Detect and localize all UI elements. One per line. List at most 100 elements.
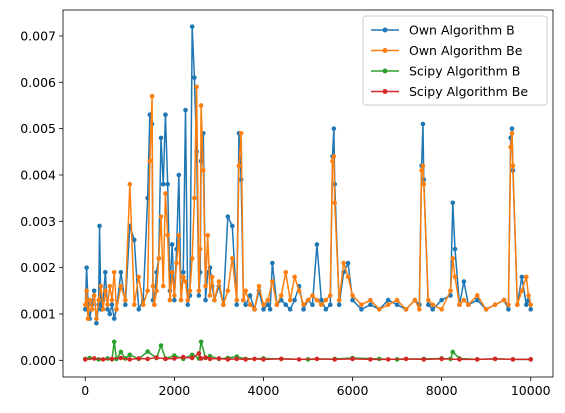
data-point <box>261 357 266 362</box>
legend-item: Scipy Algorithm B <box>371 64 520 79</box>
y-tick-label: 0.004 <box>20 167 56 182</box>
data-point <box>359 307 364 312</box>
x-tick-label: 6000 <box>337 383 369 398</box>
data-point <box>205 232 211 238</box>
data-point <box>448 288 453 294</box>
data-point <box>336 297 342 303</box>
data-point <box>420 163 426 168</box>
data-point <box>91 293 97 298</box>
data-point <box>278 356 284 362</box>
legend-marker <box>382 68 388 74</box>
data-point <box>105 307 110 312</box>
data-point <box>158 214 164 219</box>
data-point <box>123 297 128 303</box>
data-point <box>430 302 436 308</box>
data-point <box>196 288 202 294</box>
data-point <box>452 274 458 280</box>
data-point <box>323 307 329 312</box>
data-point <box>403 356 409 362</box>
x-tick-label: 2000 <box>158 383 190 398</box>
x-tick-label: 0 <box>81 383 89 398</box>
data-point <box>154 288 159 294</box>
data-point <box>91 356 97 361</box>
data-point <box>154 355 159 360</box>
data-point <box>241 297 246 303</box>
data-point <box>261 302 266 308</box>
data-point <box>509 130 515 136</box>
data-point <box>111 316 117 321</box>
data-point <box>247 293 253 298</box>
data-point <box>180 354 186 360</box>
data-point <box>492 302 498 308</box>
data-point <box>196 293 202 298</box>
data-point <box>292 297 297 303</box>
data-point <box>212 297 217 303</box>
data-point <box>216 279 222 284</box>
data-point <box>457 357 462 362</box>
data-point <box>528 357 534 362</box>
data-point <box>412 297 418 303</box>
data-point <box>165 181 170 187</box>
data-point <box>457 302 462 308</box>
y-tick-label: 0.006 <box>20 75 56 90</box>
data-point <box>331 154 337 159</box>
x-tick-label: 10000 <box>511 383 551 398</box>
data-point <box>123 302 128 308</box>
data-point <box>439 297 444 303</box>
data-point <box>301 307 306 312</box>
data-point <box>296 357 302 362</box>
data-point <box>247 302 253 308</box>
data-point <box>163 356 168 362</box>
data-point <box>305 297 311 303</box>
data-point <box>176 172 182 178</box>
data-point <box>198 103 204 108</box>
data-point <box>180 269 186 275</box>
data-point <box>341 260 346 266</box>
data-point <box>203 297 208 303</box>
data-point <box>169 242 175 247</box>
data-point <box>225 288 231 294</box>
data-point <box>178 297 184 303</box>
data-point <box>225 357 231 362</box>
data-point <box>350 297 355 303</box>
data-point <box>89 307 95 312</box>
data-point <box>229 223 235 229</box>
data-point <box>519 288 525 294</box>
data-point <box>221 302 226 308</box>
series-1 <box>82 84 534 321</box>
data-point <box>350 293 355 298</box>
data-point <box>314 242 320 247</box>
data-point <box>270 260 275 266</box>
data-point <box>189 355 195 361</box>
data-point <box>314 297 320 303</box>
data-point <box>419 168 424 173</box>
data-point <box>252 307 257 312</box>
data-point <box>327 302 333 308</box>
data-point <box>156 256 162 261</box>
data-point <box>183 279 188 284</box>
data-point <box>172 356 177 361</box>
data-point <box>192 75 197 80</box>
data-point <box>319 302 324 308</box>
data-point <box>136 274 142 280</box>
data-point <box>287 307 293 312</box>
data-point <box>229 256 235 261</box>
y-axis: 0.000 0.001 0.002 0.003 0.004 0.005 0.006 0.007 <box>20 28 63 368</box>
data-point <box>194 84 199 90</box>
data-point <box>203 283 208 289</box>
data-point <box>450 349 456 355</box>
data-point <box>147 158 153 164</box>
data-point <box>160 181 166 187</box>
data-point <box>243 357 248 362</box>
y-tick-label: 0.003 <box>20 214 56 229</box>
legend-marker <box>382 48 388 53</box>
data-point <box>109 356 115 362</box>
data-point <box>82 302 88 308</box>
data-point <box>216 356 222 361</box>
data-point <box>421 357 427 362</box>
data-point <box>192 195 197 201</box>
data-point <box>523 302 529 308</box>
data-point <box>127 352 133 358</box>
data-point <box>474 293 480 298</box>
data-point <box>111 339 117 345</box>
